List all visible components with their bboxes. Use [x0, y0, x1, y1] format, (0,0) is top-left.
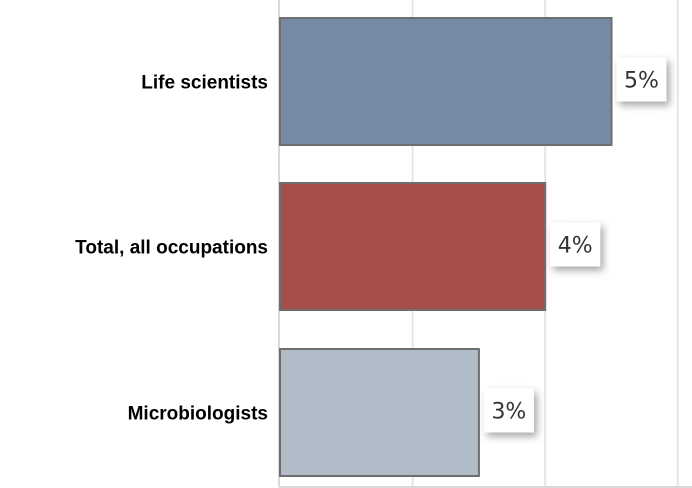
- data-label-box: [483, 388, 534, 433]
- data-label: 5%: [624, 69, 659, 94]
- data-label-box: [616, 57, 667, 102]
- category-label: Microbiologists: [128, 404, 268, 425]
- data-label: 3%: [491, 400, 526, 425]
- data-label: 4%: [558, 234, 593, 259]
- data-label-box: [550, 222, 601, 267]
- bar: [279, 17, 613, 146]
- category-label: Life scientists: [141, 73, 268, 94]
- category-label: Total, all occupations: [75, 238, 268, 259]
- bar: [279, 182, 547, 311]
- bar: [279, 348, 480, 477]
